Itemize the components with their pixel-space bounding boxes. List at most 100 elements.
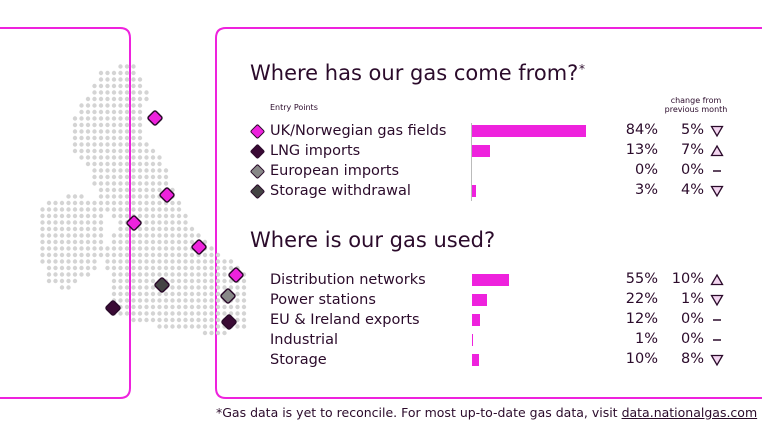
map-dot bbox=[150, 194, 156, 199]
map-dot bbox=[163, 265, 169, 271]
map-dot bbox=[105, 83, 110, 89]
change: 8% bbox=[680, 351, 704, 367]
map-dot bbox=[105, 252, 110, 258]
map-dot bbox=[92, 135, 97, 141]
map-dot bbox=[170, 213, 175, 219]
row-label: Storage withdrawal bbox=[270, 183, 411, 199]
map-dot bbox=[170, 200, 175, 206]
map-dot bbox=[111, 272, 117, 277]
map-dot bbox=[137, 233, 143, 238]
map-dot bbox=[150, 207, 156, 212]
map-dot bbox=[183, 311, 188, 316]
map-dot bbox=[92, 226, 97, 232]
map-dot bbox=[131, 207, 136, 212]
map-dot bbox=[72, 148, 78, 154]
map-dot bbox=[92, 122, 97, 128]
map-dot bbox=[202, 298, 208, 303]
map-dot bbox=[163, 246, 169, 251]
map-dot bbox=[66, 285, 71, 290]
map-dot bbox=[118, 265, 123, 271]
map-dot bbox=[150, 291, 156, 297]
map-dot bbox=[118, 226, 123, 232]
map-dot bbox=[163, 220, 169, 225]
map-dot bbox=[79, 142, 84, 147]
map-dot bbox=[150, 155, 156, 160]
map-dot bbox=[157, 233, 162, 238]
map-dot bbox=[92, 213, 97, 219]
map-dot bbox=[215, 291, 221, 297]
map-dot bbox=[85, 272, 91, 277]
map-dot bbox=[92, 155, 97, 160]
trend-down bbox=[710, 185, 724, 198]
map-marker bbox=[126, 215, 142, 231]
map-dot bbox=[79, 148, 84, 154]
map-dot bbox=[98, 233, 104, 238]
map-dot bbox=[183, 239, 188, 245]
map-dot bbox=[215, 285, 221, 290]
share: 84% bbox=[625, 122, 658, 138]
map-dot bbox=[215, 265, 221, 271]
map-dot bbox=[215, 330, 221, 336]
map-dot bbox=[124, 304, 130, 310]
map-dot bbox=[124, 161, 130, 167]
map-dot bbox=[157, 181, 162, 186]
map-dot bbox=[124, 291, 130, 297]
map-dot bbox=[131, 96, 136, 102]
map-dot bbox=[72, 239, 78, 245]
map-dot bbox=[150, 168, 156, 173]
map-dot bbox=[66, 278, 71, 284]
map-dot bbox=[137, 168, 143, 173]
map-dot bbox=[150, 265, 156, 271]
map-dot bbox=[150, 181, 156, 186]
map-dot bbox=[92, 207, 97, 212]
map-dot bbox=[111, 70, 117, 76]
map-dot bbox=[92, 161, 97, 167]
map-dot bbox=[196, 311, 201, 316]
bar bbox=[472, 354, 479, 366]
map-dot bbox=[118, 70, 123, 76]
change: 0% bbox=[680, 311, 704, 327]
map-dot bbox=[72, 272, 78, 277]
map-dot bbox=[137, 194, 143, 199]
map-dot bbox=[241, 291, 247, 297]
map-dot bbox=[209, 278, 214, 284]
map-dot bbox=[144, 278, 149, 284]
map-dot bbox=[137, 317, 143, 323]
map-dot bbox=[111, 187, 117, 193]
map-dot bbox=[196, 324, 201, 329]
map-dot bbox=[85, 246, 91, 251]
map-dot bbox=[196, 317, 201, 323]
map-dot bbox=[189, 304, 195, 310]
map-dot bbox=[150, 252, 156, 258]
footer-link[interactable]: data.nationalgas.com bbox=[621, 405, 758, 420]
map-dot bbox=[131, 272, 136, 277]
map-dot bbox=[92, 174, 97, 180]
map-dot bbox=[46, 233, 52, 238]
map-dot bbox=[53, 213, 58, 219]
map-dot bbox=[40, 246, 45, 251]
map-dot bbox=[53, 272, 58, 277]
map-dot bbox=[131, 317, 136, 323]
share: 13% bbox=[625, 142, 658, 158]
map-dot bbox=[85, 200, 91, 206]
map-dot bbox=[241, 278, 247, 284]
map-dot bbox=[137, 187, 143, 193]
map-dot bbox=[157, 311, 162, 316]
map-dot bbox=[137, 96, 143, 102]
map-dot bbox=[72, 220, 78, 225]
map-dot bbox=[241, 324, 247, 329]
map-dot bbox=[144, 298, 149, 303]
map-dot bbox=[183, 265, 188, 271]
map-dot bbox=[157, 226, 162, 232]
map-dot bbox=[131, 109, 136, 115]
map-dot bbox=[118, 220, 123, 225]
map-dot bbox=[79, 135, 84, 141]
map-dot bbox=[137, 226, 143, 232]
map-dot bbox=[189, 291, 195, 297]
map-dot bbox=[157, 239, 162, 245]
map-dot bbox=[79, 116, 84, 121]
right-frame bbox=[215, 27, 762, 399]
map-dot bbox=[105, 161, 110, 167]
map-dot bbox=[176, 324, 182, 329]
map-dot bbox=[189, 233, 195, 238]
